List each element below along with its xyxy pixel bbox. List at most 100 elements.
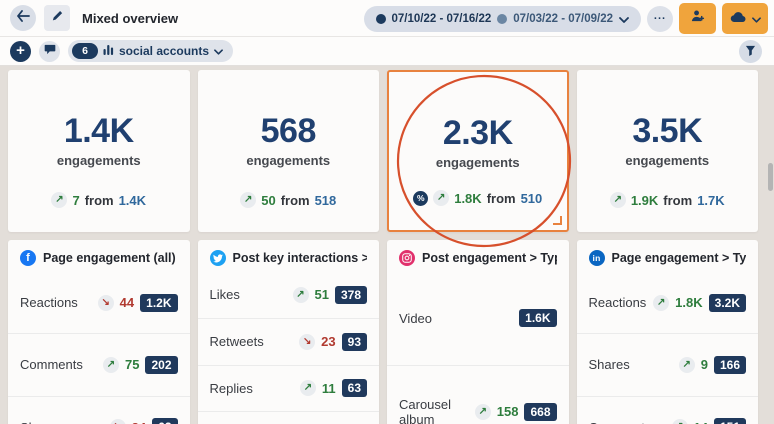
- stat-card-title: Page engagement (all) > T...: [43, 251, 178, 265]
- stat-row-reactions: Reactions ↘ 44 1.2K: [8, 272, 190, 333]
- stat-row-video: Video 1.6K: [387, 272, 569, 365]
- delta-value: 1.8K: [675, 295, 703, 311]
- trend-down-arrow-icon: ↘: [109, 419, 126, 424]
- report-toolbar: + 6 social accounts: [0, 37, 774, 66]
- twitter-icon: [209, 250, 226, 266]
- stat-card-body: Likes ↗ 51 378 Retweets ↘ 23 93 Replies ↗ 11 63 Quot…: [197, 272, 380, 424]
- previous-value-link[interactable]: 1.4K: [118, 192, 147, 208]
- date-range-selector[interactable]: 07/10/22 - 07/16/22 07/03/22 - 07/09/22: [363, 5, 641, 32]
- stat-row-values: ↗ 158 668: [474, 402, 557, 421]
- percent-change-icon[interactable]: %: [413, 190, 429, 206]
- stat-card-instagram[interactable]: Post engagement > Type Video 1.6K Carousel…: [387, 240, 569, 424]
- top-bar: Mixed overview 07/10/22 - 07/16/22 07/03…: [0, 0, 774, 37]
- metric-card-engagements-3[interactable]: 2.3K engagements % ↗ 1.8K from 510: [387, 70, 569, 232]
- trend-up-arrow-icon: ↗: [433, 190, 450, 206]
- value-badge: 1.6K: [519, 309, 557, 328]
- stat-row-comments: Comments ↗ 75 202: [8, 333, 190, 395]
- delta-value: 23: [321, 334, 336, 350]
- stat-row-label: Comments: [589, 420, 652, 424]
- plus-icon: +: [16, 41, 25, 59]
- report-canvas: 1.4K engagements % ↗ 7 from 1.4K 568 eng…: [0, 67, 766, 424]
- current-period-label: 07/10/22 - 07/16/22: [391, 12, 492, 25]
- stat-row-values: ↗ 9 166: [678, 355, 746, 374]
- arrow-left-icon: [16, 9, 30, 27]
- value-badge: 62: [152, 418, 178, 424]
- edit-button[interactable]: [44, 5, 70, 31]
- social-accounts-selector[interactable]: 6 social accounts: [68, 40, 234, 62]
- resize-handle[interactable]: [552, 216, 562, 225]
- previous-value-link[interactable]: 510: [520, 190, 543, 206]
- value-badge: 1.2K: [140, 293, 178, 312]
- stat-row-label: Carousel album: [399, 396, 452, 424]
- chevron-down-icon: [619, 10, 629, 28]
- stat-row-label: Shares: [588, 357, 630, 373]
- trend-up-arrow-icon: ↗: [653, 294, 670, 311]
- stat-row-reactions: Reactions ↗ 1.8K 3.2K: [577, 272, 759, 333]
- value-badge: 378: [334, 285, 367, 304]
- stat-card-facebook[interactable]: f Page engagement (all) > T... Reactions…: [8, 240, 190, 424]
- trend-up-arrow-icon: ↗: [678, 356, 695, 373]
- compare-period-label: 07/03/22 - 07/09/22: [513, 12, 613, 25]
- metric-value: 3.5K: [632, 112, 703, 150]
- value-badge: 93: [341, 332, 367, 351]
- stat-card-body: Reactions ↘ 44 1.2K Comments ↗ 75 202 Shares ↘ 24 6…: [8, 272, 190, 424]
- stat-row-retweets: Retweets ↘ 23 93: [197, 317, 379, 365]
- add-widget-button[interactable]: +: [10, 40, 31, 62]
- value-badge: 202: [145, 355, 178, 374]
- compare-period-dot-icon: [497, 13, 508, 24]
- stat-row-replies: Replies ↗ 11 63: [197, 364, 379, 412]
- stat-card-linkedin[interactable]: in Page engagement > Type Reactions ↗ 1.8K…: [576, 240, 759, 424]
- metric-card-row: 1.4K engagements % ↗ 7 from 1.4K 568 eng…: [8, 70, 758, 232]
- page-title: Mixed overview: [82, 10, 179, 26]
- facebook-icon: f: [20, 250, 36, 266]
- metric-card-engagements-1[interactable]: 1.4K engagements % ↗ 7 from 1.4K: [8, 70, 190, 232]
- stat-row-label: Reactions: [588, 295, 647, 311]
- metric-delta: % ↗ 50 from 518: [240, 192, 336, 208]
- metric-label: engagements: [56, 153, 141, 168]
- chevron-down-icon: [214, 42, 223, 60]
- stat-card-twitter[interactable]: Post key interactions > Type Likes ↗ 51 378…: [197, 240, 380, 424]
- stat-row-values: ↗ 11 63: [299, 379, 367, 398]
- previous-value-link[interactable]: 1.7K: [697, 192, 725, 208]
- person-add-icon: [690, 9, 705, 28]
- previous-value-link[interactable]: 518: [314, 192, 337, 208]
- stat-row-label: Retweets: [209, 334, 264, 350]
- from-text: from: [486, 190, 516, 206]
- delta-value: 7: [72, 192, 80, 208]
- stat-row-likes: Likes ↗ 51 378: [198, 272, 380, 318]
- trend-down-arrow-icon: ↘: [97, 294, 114, 311]
- stat-row-values: ↗ 14 151: [671, 418, 746, 424]
- stat-row-values: ↗ 75 202: [103, 355, 178, 374]
- trend-down-arrow-icon: ↘: [299, 333, 316, 350]
- share-report-button[interactable]: [679, 3, 716, 34]
- comments-button[interactable]: [39, 40, 60, 62]
- metric-label: engagements: [625, 153, 710, 168]
- comment-icon: [44, 42, 56, 60]
- stat-card-header: Post key interactions > Type: [198, 240, 380, 272]
- metric-label: engagements: [246, 153, 331, 168]
- stat-row-comments: Comments ↗ 14 151: [576, 395, 758, 424]
- delta-value: 158: [496, 404, 519, 420]
- bar-chart-icon: [103, 42, 114, 60]
- metric-card-engagements-4[interactable]: 3.5K engagements % ↗ 1.9K from 1.7K: [576, 70, 758, 232]
- stat-card-title: Post key interactions > Type: [232, 251, 368, 265]
- stat-row-label: Likes: [209, 287, 240, 303]
- metric-card-engagements-2[interactable]: 568 engagements % ↗ 50 from 518: [197, 70, 379, 232]
- export-button[interactable]: [722, 3, 768, 34]
- metric-delta: % ↗ 1.8K from 510: [413, 190, 542, 206]
- back-button[interactable]: [10, 5, 36, 31]
- value-badge: 166: [713, 355, 746, 374]
- stat-row-values: ↗ 1.8K 3.2K: [653, 293, 746, 312]
- more-options-button[interactable]: ...: [647, 5, 673, 32]
- filter-button[interactable]: [739, 40, 762, 63]
- stat-row-values: ↘ 23 93: [299, 332, 367, 351]
- delta-value: 1.9K: [630, 192, 659, 208]
- stat-row-carousel-album: Carousel album ↗ 158 668: [387, 364, 569, 424]
- stat-row-quote-tweets: Quote tweets↗1134: [197, 411, 379, 424]
- stat-card-header: in Page engagement > Type: [577, 240, 759, 272]
- metric-value: 2.3K: [442, 114, 513, 152]
- value-badge: 3.2K: [708, 293, 746, 312]
- stat-row-label: Replies: [209, 380, 253, 396]
- stat-row-values: 1.6K: [519, 309, 557, 328]
- vertical-scrollbar-thumb[interactable]: [768, 163, 773, 191]
